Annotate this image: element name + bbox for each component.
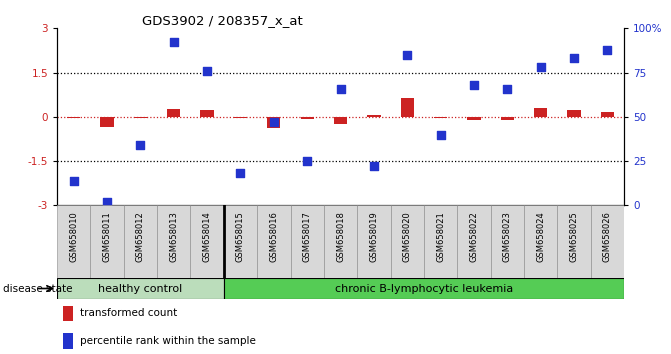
Point	[102, 199, 113, 205]
Bar	[491, 205, 524, 278]
Point	[68, 178, 79, 183]
Bar	[301, 117, 314, 119]
Text: GDS3902 / 208357_x_at: GDS3902 / 208357_x_at	[142, 14, 303, 27]
Bar	[224, 278, 624, 299]
Text: GSM658018: GSM658018	[336, 211, 345, 262]
Bar	[167, 109, 180, 117]
Bar	[57, 205, 91, 278]
Text: percentile rank within the sample: percentile rank within the sample	[80, 336, 256, 346]
Bar	[434, 117, 448, 118]
Text: disease state: disease state	[3, 284, 73, 293]
Text: GSM658024: GSM658024	[536, 211, 545, 262]
Text: healthy control: healthy control	[98, 284, 183, 293]
Bar	[501, 117, 514, 120]
Point	[535, 64, 546, 70]
Bar	[291, 205, 324, 278]
Bar	[57, 278, 224, 299]
Point	[602, 47, 613, 52]
Text: GSM658019: GSM658019	[369, 211, 378, 262]
Text: GSM658020: GSM658020	[403, 211, 412, 262]
Text: GSM658021: GSM658021	[436, 211, 445, 262]
Bar	[67, 117, 81, 118]
Bar	[257, 205, 291, 278]
Text: GSM658015: GSM658015	[236, 211, 245, 262]
Point	[468, 82, 479, 88]
Bar	[457, 205, 491, 278]
Text: GSM658023: GSM658023	[503, 211, 512, 262]
Bar	[367, 115, 380, 117]
Bar	[524, 205, 558, 278]
Bar	[91, 205, 123, 278]
Text: GSM658011: GSM658011	[103, 211, 111, 262]
Text: GSM658025: GSM658025	[570, 211, 578, 262]
Text: GSM658012: GSM658012	[136, 211, 145, 262]
Bar	[357, 205, 391, 278]
Text: GSM658016: GSM658016	[269, 211, 278, 262]
Text: GSM658022: GSM658022	[470, 211, 478, 262]
Bar	[267, 117, 280, 128]
Point	[302, 158, 313, 164]
Bar	[558, 205, 590, 278]
Text: chronic B-lymphocytic leukemia: chronic B-lymphocytic leukemia	[335, 284, 513, 293]
Point	[402, 52, 413, 58]
Point	[502, 86, 513, 91]
Bar	[123, 205, 157, 278]
Bar	[191, 205, 224, 278]
Bar	[467, 117, 480, 120]
Bar	[401, 98, 414, 117]
Text: GSM658010: GSM658010	[69, 211, 79, 262]
Point	[202, 68, 213, 74]
Point	[135, 142, 146, 148]
Bar	[568, 110, 580, 117]
Bar	[590, 205, 624, 278]
Text: transformed count: transformed count	[80, 308, 177, 318]
Point	[368, 164, 379, 169]
Bar	[324, 205, 357, 278]
Bar	[234, 117, 247, 118]
Text: GSM658017: GSM658017	[303, 211, 312, 262]
Text: GSM658014: GSM658014	[203, 211, 211, 262]
Bar	[201, 110, 214, 117]
Point	[435, 132, 446, 137]
Bar	[534, 108, 548, 117]
Bar	[601, 112, 614, 117]
Text: GSM658026: GSM658026	[603, 211, 612, 262]
Bar	[101, 117, 113, 127]
Bar	[391, 205, 424, 278]
Bar	[224, 205, 257, 278]
Bar	[62, 306, 73, 321]
Bar	[157, 205, 191, 278]
Bar	[62, 333, 73, 348]
Bar	[424, 205, 457, 278]
Point	[336, 86, 346, 91]
Bar	[134, 117, 147, 118]
Point	[168, 40, 179, 45]
Point	[235, 171, 246, 176]
Bar	[334, 117, 347, 124]
Text: GSM658013: GSM658013	[169, 211, 178, 262]
Point	[268, 119, 279, 125]
Point	[568, 56, 579, 61]
